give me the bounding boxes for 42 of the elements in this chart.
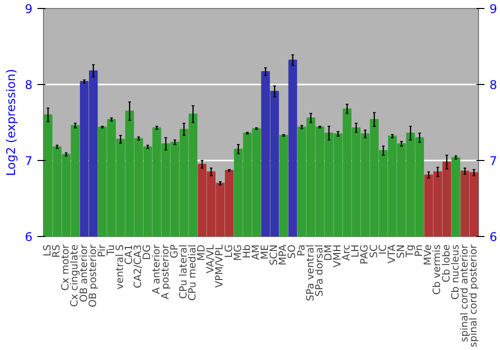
x-tick-label: SO xyxy=(287,244,298,259)
x-tick-label: Hb xyxy=(242,244,253,258)
x-tick-label: MVe xyxy=(423,244,434,266)
x-tick-label: DM xyxy=(323,244,334,261)
y2-tick-label: 7 xyxy=(490,154,498,168)
x-tick-label: LG xyxy=(224,244,235,258)
y-tick-label: 6 xyxy=(24,230,33,244)
x-tick-label: PAG xyxy=(360,244,371,264)
x-tick-label: Cb nucleus xyxy=(450,244,462,300)
x-tick-label: Pir xyxy=(96,244,108,258)
x-tick-label: AM xyxy=(250,244,262,260)
y-tick-label: 7 xyxy=(24,154,33,168)
x-tick-label: Cb vermis xyxy=(432,244,444,295)
x-tick-label: spinal cord posterior xyxy=(468,244,480,348)
x-tick-label: VPM/VPL xyxy=(214,244,226,288)
y-tick-label: 9 xyxy=(24,2,33,16)
x-tick-label: CPu lateral xyxy=(178,244,190,299)
x-tick-label: SN xyxy=(396,244,407,258)
x-tick-label: VTA xyxy=(386,244,398,264)
y2-tick-label: 8 xyxy=(490,78,498,92)
x-tick-label: IC xyxy=(378,244,389,254)
x-tick-label: SC xyxy=(368,244,380,258)
y-tick-label: 8 xyxy=(24,78,33,92)
x-tick-label: A posterior xyxy=(160,244,172,300)
x-tick-label: Cb lobe xyxy=(441,244,452,282)
x-tick-label: Pa xyxy=(296,244,308,256)
x-tick-label: GP xyxy=(169,244,180,258)
x-tick-label: Tu xyxy=(106,244,117,256)
y2-tick-label: 6 xyxy=(490,230,498,244)
x-tick-label: A anterior xyxy=(151,244,162,294)
x-tick-label: Tg xyxy=(405,244,416,258)
x-tick-label: OB posterior xyxy=(88,244,99,308)
x-tick-label: OB anterior xyxy=(78,244,90,302)
x-tick-label: RS xyxy=(52,244,63,258)
x-tick-label: DG xyxy=(142,244,154,260)
x-tick-label: MG xyxy=(232,244,244,261)
x-tick-label: SPa dorsal xyxy=(314,244,326,296)
x-tick-label: Cx cingulate xyxy=(70,244,81,307)
x-tick-label: spinal cord anterior xyxy=(459,244,470,342)
x-tick-label: SPa ventral xyxy=(305,244,316,302)
y-axis-title: Log2 (expression) xyxy=(4,69,18,176)
y2-tick-label: 9 xyxy=(490,2,498,16)
